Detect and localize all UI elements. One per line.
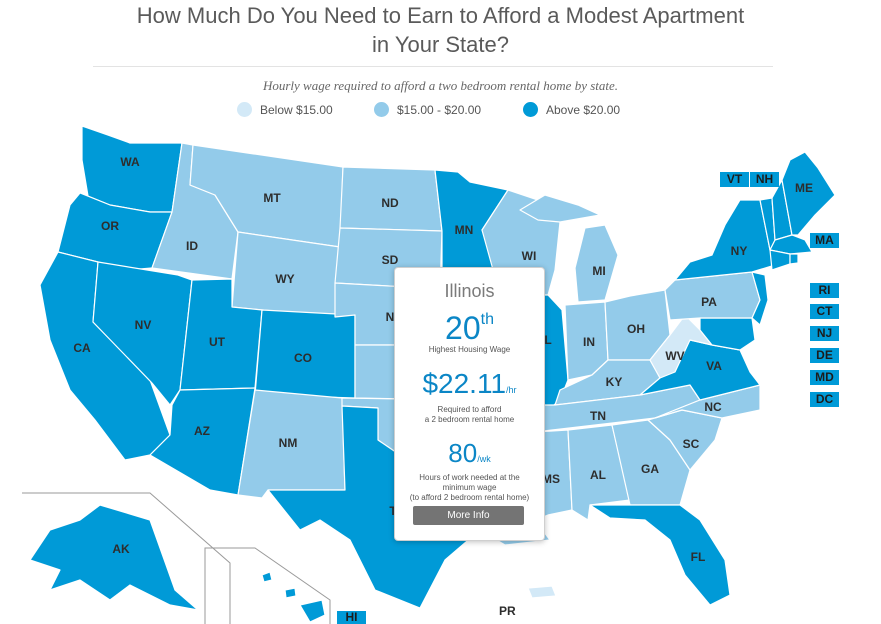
popup-wage: $22.11/hr: [395, 369, 544, 405]
label-nc: NC: [704, 400, 722, 414]
popup-hours-caption-2: minimum wage: [442, 483, 497, 492]
label-pa: PA: [701, 295, 717, 309]
callout-nj[interactable]: NJ: [810, 326, 839, 341]
popup-hours: 80/wk: [395, 439, 544, 473]
label-id: ID: [186, 239, 198, 253]
label-wi: WI: [522, 249, 537, 263]
label-pr: PR: [499, 604, 516, 618]
label-nd: ND: [381, 196, 399, 210]
state-me[interactable]: [781, 151, 836, 236]
inset-frame-alaska: [22, 492, 231, 624]
callout-de[interactable]: DE: [810, 348, 839, 363]
more-info-button[interactable]: More Info: [413, 506, 524, 525]
legend-item-15-20: $15.00 - $20.00: [374, 102, 481, 117]
map-subtitle: Hourly wage required to afford a two bed…: [262, 78, 619, 93]
label-az: AZ: [194, 424, 210, 438]
label-or: OR: [101, 219, 119, 233]
label-al: AL: [590, 468, 606, 482]
label-oh: OH: [627, 322, 645, 336]
label-ky: KY: [606, 375, 623, 389]
popup-hours-unit: /wk: [477, 454, 491, 464]
legend-swatch-high: [523, 102, 538, 117]
label-mt: MT: [263, 191, 281, 205]
legend: Below $15.00 $15.00 - $20.00 Above $20.0…: [0, 102, 881, 120]
label-ca: CA: [73, 341, 91, 355]
label-in: IN: [583, 335, 595, 349]
state-mi[interactable]: [574, 224, 619, 303]
popup-rank-number: 20: [445, 310, 481, 346]
state-fl[interactable]: [589, 504, 731, 606]
popup-state-name: Illinois: [444, 281, 495, 301]
callout-ri[interactable]: RI: [810, 283, 839, 298]
label-ms: MS: [542, 472, 560, 486]
state-hi[interactable]: [261, 571, 326, 623]
label-co: CO: [294, 351, 312, 365]
label-fl: FL: [691, 550, 706, 564]
state-wa[interactable]: [81, 125, 183, 213]
territory-pr[interactable]: [527, 585, 557, 599]
callout-ct[interactable]: CT: [810, 304, 839, 319]
legend-item-above-20: Above $20.00: [523, 102, 620, 117]
state-ny[interactable]: [674, 199, 786, 281]
label-me: ME: [795, 181, 813, 195]
state-ri[interactable]: [789, 253, 799, 265]
legend-label-mid: $15.00 - $20.00: [397, 102, 482, 117]
state-ak[interactable]: [29, 504, 199, 611]
page-title-line-2: in Your State?: [371, 32, 509, 57]
label-ny: NY: [731, 244, 748, 258]
popup-wage-value: $22.11: [422, 368, 507, 399]
state-info-popup: Illinois 20th Highest Housing Wage $22.1…: [394, 267, 545, 541]
popup-hours-caption-3: (to afford 2 bedroom rental home): [409, 493, 530, 502]
label-sd: SD: [382, 253, 399, 267]
popup-rank-suffix: th: [480, 311, 494, 328]
callout-md[interactable]: MD: [810, 370, 839, 385]
legend-item-below-15: Below $15.00: [237, 102, 333, 117]
page-title-line-1: How Much Do You Need to Earn to Afford a…: [136, 3, 745, 28]
state-ct[interactable]: [769, 249, 791, 271]
state-mi-up[interactable]: [519, 194, 601, 223]
legend-swatch-low: [237, 102, 252, 117]
callout-dc[interactable]: DC: [810, 392, 839, 407]
inset-frame-hawaii: [204, 547, 331, 624]
label-sc: SC: [683, 437, 700, 451]
popup-wage-caption-2: a 2 bedroom rental home: [424, 415, 515, 424]
label-ak: AK: [112, 542, 130, 556]
label-ut: UT: [209, 335, 226, 349]
label-nm: NM: [279, 436, 298, 450]
label-il: L: [544, 333, 551, 347]
popup-wage-unit: /hr: [506, 385, 517, 395]
legend-label-high: Above $20.00: [546, 102, 621, 117]
popup-rank: 20th: [395, 311, 544, 345]
popup-wage-caption-1: Required to afford: [437, 405, 502, 414]
label-mi: MI: [592, 264, 605, 278]
label-wv: WV: [665, 349, 684, 363]
popup-hours-caption-1: Hours of work needed at the: [419, 473, 520, 482]
popup-rank-caption: Highest Housing Wage: [428, 345, 511, 354]
label-tx: T: [389, 504, 397, 518]
callout-vt[interactable]: VT: [720, 172, 749, 187]
label-wa: WA: [120, 155, 140, 169]
label-nv: NV: [135, 318, 152, 332]
callout-ma[interactable]: MA: [810, 233, 839, 248]
legend-swatch-mid: [374, 102, 389, 117]
label-ga: GA: [641, 462, 659, 476]
legend-label-low: Below $15.00: [260, 102, 333, 117]
state-nj[interactable]: [751, 271, 769, 326]
callout-hi[interactable]: HI: [337, 611, 366, 624]
label-tn: TN: [590, 409, 606, 423]
label-mn: MN: [455, 223, 474, 237]
callout-nh[interactable]: NH: [750, 172, 779, 187]
state-az[interactable]: [149, 387, 256, 496]
label-ne: N: [386, 310, 395, 324]
title-divider: [93, 66, 773, 67]
popup-hours-value: 80: [448, 438, 478, 468]
label-va: VA: [706, 359, 722, 373]
label-wy: WY: [275, 272, 294, 286]
state-nv[interactable]: [92, 261, 193, 406]
